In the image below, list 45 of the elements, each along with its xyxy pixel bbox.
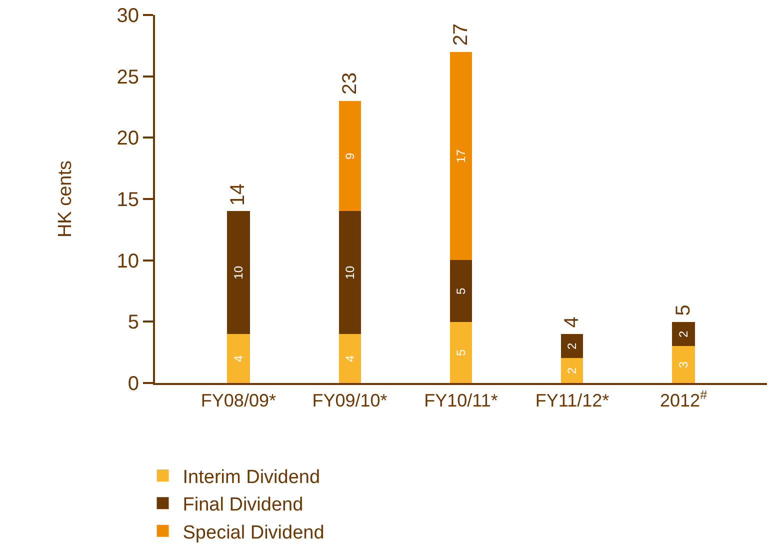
data-label: 10 bbox=[232, 266, 246, 280]
bar bbox=[672, 346, 695, 383]
total-label: 14 bbox=[227, 183, 250, 206]
total-label: 5 bbox=[672, 304, 694, 316]
x-tick-label: FY08/09* bbox=[200, 390, 276, 411]
data-label: 10 bbox=[343, 266, 357, 280]
y-tick-label: 0 bbox=[128, 373, 139, 395]
total-label: 23 bbox=[338, 72, 361, 95]
bar bbox=[339, 211, 361, 334]
legend-label: Final Dividend bbox=[182, 494, 304, 516]
data-label: 9 bbox=[343, 152, 357, 160]
y-tick-label: 30 bbox=[116, 5, 139, 27]
x-tick-label: FY11/12* bbox=[535, 390, 610, 411]
legend-label: Special Dividend bbox=[182, 522, 324, 544]
x-tick-label: FY09/10* bbox=[312, 390, 388, 411]
data-label: 5 bbox=[454, 288, 468, 294]
bar bbox=[227, 211, 250, 334]
legend-label: Interim Dividend bbox=[182, 466, 320, 488]
bar bbox=[450, 52, 472, 260]
data-label: 4 bbox=[343, 355, 357, 362]
data-label: 2 bbox=[565, 342, 579, 350]
bar bbox=[561, 334, 583, 358]
y-tick-label: 5 bbox=[128, 312, 139, 334]
data-label: 5 bbox=[454, 349, 468, 356]
bar bbox=[672, 322, 695, 346]
data-label: 2 bbox=[676, 330, 690, 338]
x-tick-label: 2012$^{#}$ bbox=[660, 388, 708, 411]
data-label: 4 bbox=[232, 355, 246, 362]
total-label: 27 bbox=[450, 24, 472, 46]
total-label: 4 bbox=[560, 316, 583, 328]
data-label: 2 bbox=[565, 367, 579, 374]
x-tick-label: FY10/11* bbox=[424, 390, 498, 411]
bar bbox=[339, 334, 361, 383]
bar bbox=[450, 260, 472, 322]
bar bbox=[227, 334, 250, 383]
bar bbox=[450, 322, 472, 383]
data-label: 17 bbox=[454, 149, 468, 163]
data-label: 3 bbox=[676, 361, 690, 368]
bar bbox=[561, 358, 583, 383]
bar bbox=[339, 101, 361, 211]
y-tick-label: 20 bbox=[116, 128, 139, 150]
y-tick-label: 10 bbox=[116, 250, 139, 272]
y-axis-title: HK cents bbox=[55, 160, 76, 238]
y-tick-label: 15 bbox=[116, 189, 139, 211]
y-tick-label: 25 bbox=[116, 66, 139, 88]
